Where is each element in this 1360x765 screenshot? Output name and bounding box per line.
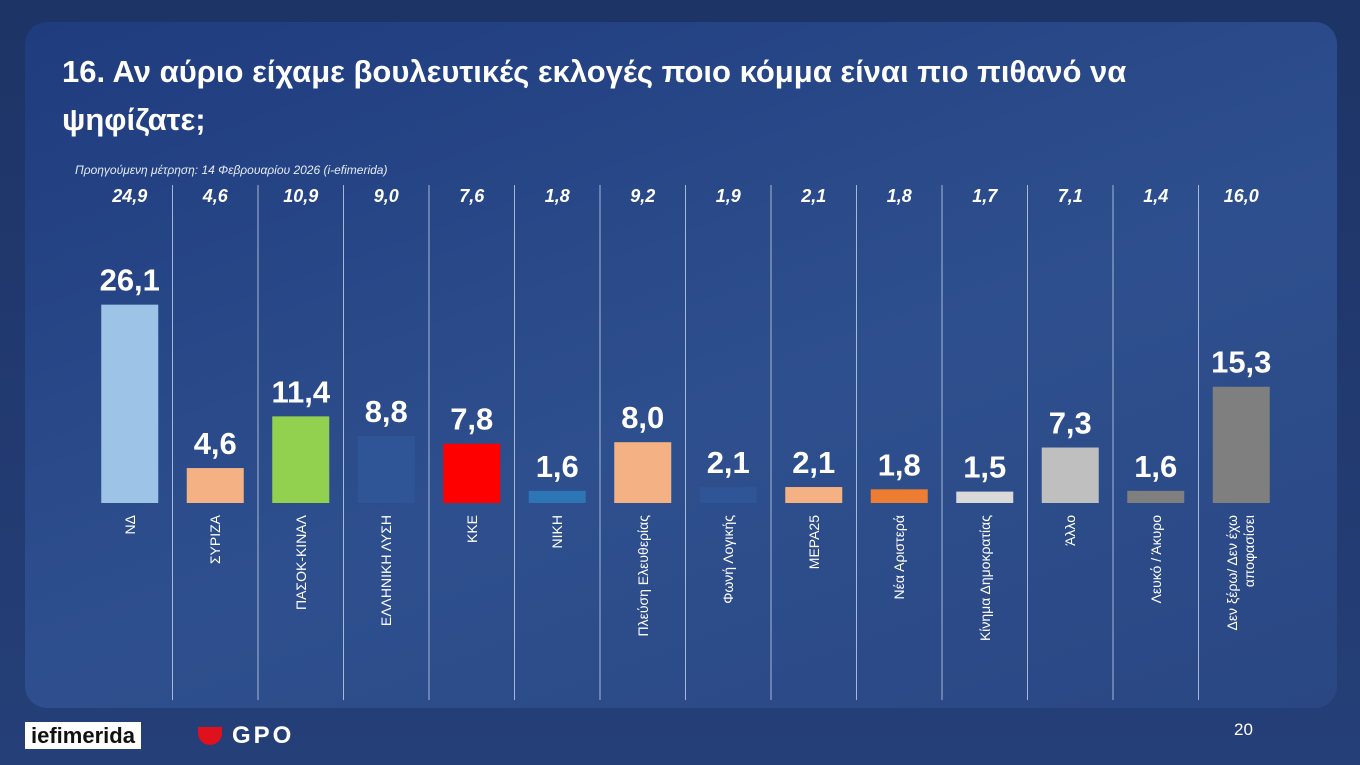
x-tick-label: Λευκό / Άκυρο <box>1147 515 1164 604</box>
value-label: 15,3 <box>1211 345 1271 380</box>
x-tick-label: ΝΔ <box>121 515 138 535</box>
previous-value: 9,2 <box>630 186 655 206</box>
bar <box>870 489 928 503</box>
bar <box>785 487 843 503</box>
bar <box>443 443 501 503</box>
x-tick-label: ΣΥΡΙΖΑ <box>206 515 223 565</box>
previous-value: 4,6 <box>202 186 229 206</box>
bar <box>272 416 330 503</box>
bar <box>956 491 1014 503</box>
value-label: 4,6 <box>194 426 237 461</box>
page-number: 20 <box>1234 720 1253 739</box>
x-tick-label: ΠΑΣΟΚ-ΚΙΝΑΛ <box>292 515 309 611</box>
note: Προηγούμενη μέτρηση: 14 Φεβρουαρίου 2026… <box>75 163 388 177</box>
previous-value: 1,8 <box>887 186 912 206</box>
previous-value: 1,4 <box>1143 186 1168 206</box>
value-label: 8,0 <box>621 400 664 435</box>
previous-value: 1,9 <box>716 186 741 206</box>
bar <box>528 490 586 503</box>
logo: iefimerida <box>25 722 141 749</box>
bar <box>1127 490 1185 503</box>
x-tick-label: ΜΕΡΑ25 <box>805 515 822 570</box>
x-tick-label: Πλεύση Ελευθερίας <box>634 515 651 637</box>
previous-value: 7,6 <box>459 186 485 206</box>
bar <box>614 442 672 503</box>
x-tick-label: ΝΙΚΗ <box>548 515 565 549</box>
x-tick-label: Άλλο <box>1061 515 1078 546</box>
x-tick-label: ΚΚΕ <box>463 515 480 544</box>
bar <box>1041 447 1099 503</box>
value-label: 11,4 <box>271 374 330 409</box>
previous-value: 2,1 <box>800 186 826 206</box>
previous-value: 7,1 <box>1058 186 1083 206</box>
partner-logo: GPO <box>232 722 295 749</box>
bar <box>1212 386 1270 503</box>
x-tick-label: ΕΛΛΗΝΙΚΗ ΛΥΣΗ <box>377 515 394 627</box>
value-label: 1,6 <box>536 449 579 484</box>
value-label: 2,1 <box>707 445 750 480</box>
value-label: 8,8 <box>365 394 408 429</box>
x-tick-label: Φωνή Λογικής <box>719 515 736 604</box>
bar <box>699 487 757 503</box>
x-tick-label: Νέα Αριστερά <box>890 515 907 600</box>
previous-value: 1,8 <box>545 186 570 206</box>
value-label: 1,8 <box>878 447 921 482</box>
previous-value: 1,7 <box>972 186 998 206</box>
value-label: 26,1 <box>100 263 160 298</box>
x-tick-label: Δεν ξέρω/ Δεν έχω αποφασίσει <box>1224 515 1258 631</box>
chart-title: 16. Αν αύριο είχαμε βουλευτικές εκλογές … <box>62 54 1127 137</box>
previous-value: 10,9 <box>283 186 318 206</box>
value-label: 1,5 <box>963 450 1006 485</box>
bar <box>101 304 159 503</box>
previous-value: 24,9 <box>111 186 147 206</box>
previous-value: 9,0 <box>374 186 399 206</box>
panel <box>25 22 1337 708</box>
bar <box>357 436 415 503</box>
value-label: 2,1 <box>792 445 835 480</box>
previous-value: 16,0 <box>1224 186 1259 206</box>
x-tick-label: Κίνημα Δημοκρατίας <box>976 515 993 642</box>
value-label: 7,3 <box>1049 406 1092 441</box>
value-label: 7,8 <box>450 402 493 437</box>
value-label: 1,6 <box>1134 449 1177 484</box>
bar <box>186 468 244 503</box>
partner-mark <box>198 727 222 745</box>
